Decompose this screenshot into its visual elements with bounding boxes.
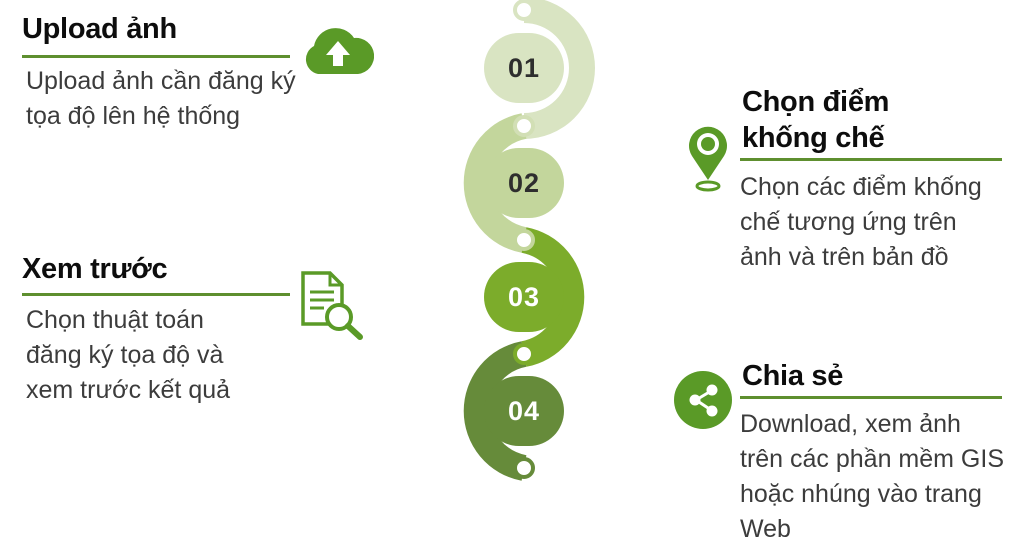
map-pin-icon	[689, 126, 727, 192]
share-description: Download, xem ảnh trên các phần mềm GIS …	[740, 410, 1005, 543]
spiral-joint-dot	[513, 343, 535, 365]
step-number-03: 03	[484, 262, 564, 332]
control-points-divider	[740, 158, 1002, 161]
spiral-segment-4	[463, 341, 527, 481]
spiral-joint-dot	[513, 229, 535, 251]
spiral-segment-3	[521, 227, 585, 367]
control-points-title: Chọn điểm khống chế	[742, 86, 890, 154]
share-divider	[740, 396, 1002, 399]
upload-description: Upload ảnh cần đăng ký tọa độ lên hệ thố…	[26, 67, 296, 130]
upload-divider	[22, 55, 290, 58]
preview-divider	[22, 293, 290, 296]
control-points-description: Chọn các điểm khống chế tương ứng trên ả…	[740, 173, 982, 271]
step-number-02: 02	[484, 148, 564, 218]
preview-description: Chọn thuật toán đăng ký tọa độ và xem tr…	[26, 306, 231, 404]
cloud-upload-icon	[305, 28, 374, 74]
spiral-joint-dot	[513, 457, 535, 479]
preview-title: Xem trước	[22, 253, 168, 285]
spiral-joint-dot	[513, 0, 535, 21]
spiral-segment-2	[463, 113, 527, 253]
share-title: Chia sẻ	[742, 360, 844, 392]
document-search-icon	[301, 271, 363, 340]
step-number-04: 04	[484, 376, 564, 446]
share-icon	[674, 371, 732, 429]
step-number-01: 01	[484, 33, 564, 103]
upload-title: Upload ảnh	[22, 13, 177, 45]
spiral-segment-1	[523, 0, 595, 139]
spiral-joint-dot	[513, 115, 535, 137]
